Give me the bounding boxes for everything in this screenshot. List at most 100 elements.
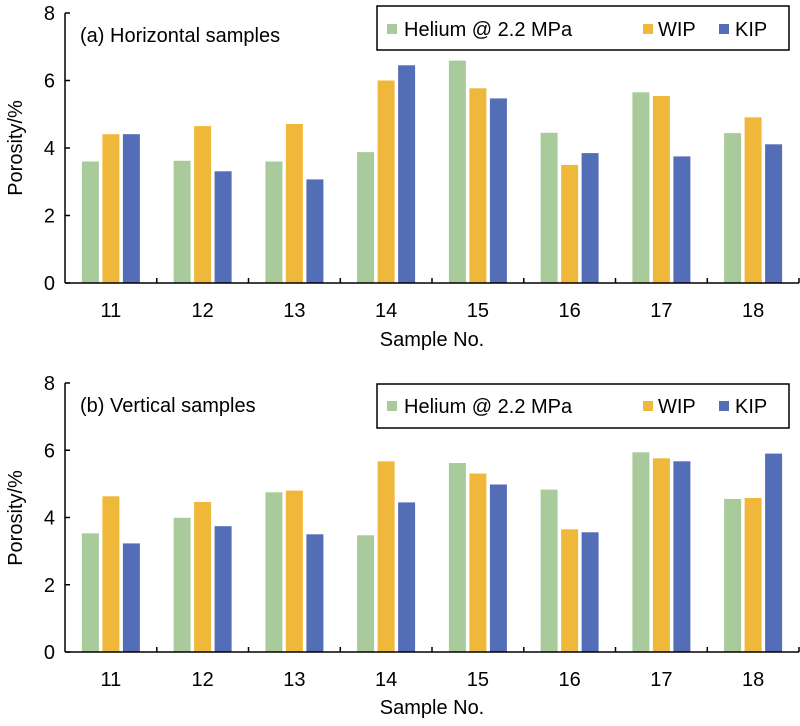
bar-helium-14: [357, 535, 375, 652]
x-axis-title: Sample No.: [380, 329, 485, 351]
y-tick-label: 8: [44, 3, 55, 25]
bar-helium-11: [81, 533, 99, 652]
bar-kip-14: [398, 502, 416, 652]
x-tick-label: 13: [283, 669, 305, 691]
legend-label-wip: WIP: [658, 19, 696, 41]
x-tick-label: 11: [101, 300, 122, 322]
bar-kip-18: [765, 453, 783, 652]
legend-label-kip: KIP: [735, 19, 767, 41]
bar-kip-11: [122, 543, 140, 652]
x-tick-label: 15: [467, 300, 489, 322]
axes: 11 12 13 14 15 16 17 18 0 2 4 6 8: [44, 3, 800, 322]
bar-helium-13: [265, 492, 283, 652]
bar-wip-17: [652, 458, 670, 652]
y-tick-label: 6: [44, 71, 55, 93]
legend-swatch-kip: [719, 401, 729, 411]
bar-helium-15: [448, 60, 466, 283]
legend: Helium @ 2.2 MPa WIP KIP: [376, 5, 790, 51]
bar-wip-15: [469, 88, 487, 283]
x-tick-label: 17: [650, 300, 672, 322]
y-axis-title: Porosity/%: [5, 470, 27, 566]
bar-helium-12: [173, 160, 191, 283]
bar-kip-16: [581, 153, 599, 283]
legend-swatch-wip: [643, 401, 653, 411]
y-tick-label: 0: [44, 273, 55, 295]
legend-label-helium: Helium @ 2.2 MPa: [404, 396, 573, 418]
bar-kip-17: [673, 461, 691, 652]
bar-wip-11: [102, 134, 120, 283]
bar-helium-15: [448, 463, 466, 652]
bar-kip-12: [214, 526, 232, 652]
y-tick-label: 8: [44, 373, 55, 395]
bar-helium-12: [173, 517, 191, 652]
bar-kip-14: [398, 65, 416, 283]
bar-helium-16: [540, 489, 558, 652]
y-tick-label: 0: [44, 642, 55, 664]
bar-wip-17: [652, 96, 670, 283]
y-tick-label: 2: [44, 206, 55, 228]
bar-wip-15: [469, 473, 487, 652]
bars-group: [81, 452, 783, 652]
bar-wip-12: [194, 126, 212, 283]
bar-wip-12: [194, 502, 212, 652]
x-axis-title: Sample No.: [380, 697, 485, 719]
x-tick-label: 16: [558, 300, 580, 322]
legend-swatch-wip: [643, 24, 653, 34]
y-tick-label: 6: [44, 440, 55, 462]
x-tick-label: 12: [191, 669, 213, 691]
legend-label-helium: Helium @ 2.2 MPa: [404, 19, 573, 41]
bar-helium-14: [357, 152, 375, 283]
x-tick-label: 14: [375, 669, 397, 691]
axes: 11 12 13 14 15 16 17 18 0 2 4 6 8: [44, 373, 800, 691]
bar-kip-16: [581, 532, 599, 652]
panel-title: (b) Vertical samples: [80, 395, 256, 417]
y-tick-label: 4: [44, 508, 55, 530]
legend-swatch-kip: [719, 24, 729, 34]
bar-helium-18: [724, 133, 742, 283]
bars-group: [81, 60, 783, 284]
x-tick-label: 13: [283, 300, 305, 322]
bar-wip-18: [744, 117, 762, 283]
legend: Helium @ 2.2 MPa WIP KIP: [376, 383, 790, 429]
bar-kip-11: [122, 134, 140, 283]
bar-kip-17: [673, 156, 691, 283]
x-tick-label: 14: [375, 300, 397, 322]
panel-title: (a) Horizontal samples: [80, 25, 280, 47]
bar-kip-15: [489, 98, 507, 284]
x-tick-label: 11: [101, 669, 122, 691]
bar-kip-13: [306, 179, 324, 283]
bar-wip-14: [377, 461, 395, 652]
bar-wip-11: [102, 496, 120, 652]
bar-kip-15: [489, 484, 507, 652]
legend-label-wip: WIP: [658, 396, 696, 418]
bar-wip-18: [744, 498, 762, 652]
x-tick-label: 18: [742, 300, 764, 322]
x-tick-label: 15: [467, 669, 489, 691]
bar-kip-12: [214, 171, 232, 283]
bar-wip-13: [285, 490, 303, 652]
bar-wip-13: [285, 124, 303, 283]
x-tick-label: 17: [650, 669, 672, 691]
x-tick-label: 16: [558, 669, 580, 691]
bar-helium-13: [265, 161, 283, 283]
bar-wip-14: [377, 80, 395, 283]
legend-swatch-helium: [387, 24, 397, 34]
y-axis-title: Porosity/%: [5, 100, 27, 196]
bar-helium-16: [540, 132, 558, 283]
bar-helium-17: [632, 92, 650, 283]
panel-horizontal-samples: 11 12 13 14 15 16 17 18 0 2 4 6 8 (a) Horizontal sam…: [5, 3, 800, 351]
bar-wip-16: [561, 529, 579, 652]
bar-helium-11: [81, 161, 99, 283]
legend-label-kip: KIP: [735, 396, 767, 418]
bar-kip-13: [306, 534, 324, 652]
bar-kip-18: [765, 144, 783, 283]
y-tick-label: 4: [44, 138, 55, 160]
y-tick-label: 2: [44, 575, 55, 597]
bar-wip-16: [561, 164, 579, 283]
x-tick-label: 12: [191, 300, 213, 322]
bar-helium-18: [724, 499, 742, 652]
panel-vertical-samples: 11 12 13 14 15 16 17 18 0 2 4 6 8 (b) Vertical sampl…: [5, 373, 800, 719]
x-tick-label: 18: [742, 669, 764, 691]
legend-swatch-helium: [387, 401, 397, 411]
